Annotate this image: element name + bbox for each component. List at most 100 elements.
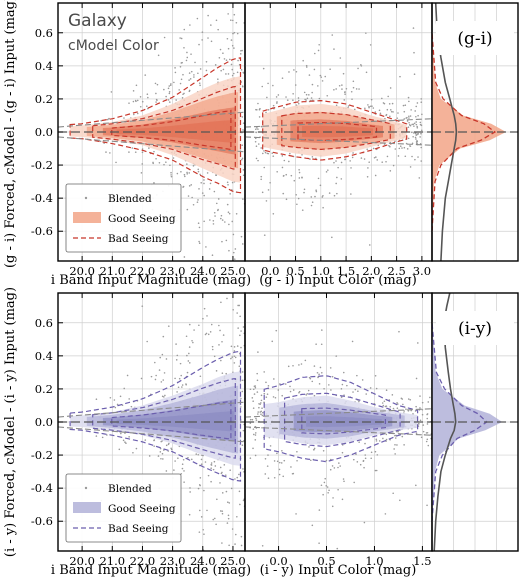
legend-label-bad-seeing: Bad Seeing [108, 523, 169, 535]
blended-point [170, 171, 172, 174]
blended-point [282, 475, 285, 478]
blended-point [186, 171, 188, 174]
blended-point [159, 451, 162, 453]
blended-point [421, 413, 424, 416]
blended-point [124, 441, 126, 443]
blended-point [387, 95, 389, 98]
blended-point [218, 344, 220, 346]
blended-point [230, 39, 233, 41]
blended-point [389, 115, 391, 118]
blended-point [241, 379, 244, 382]
blended-point [266, 465, 269, 467]
blended-point [161, 395, 164, 398]
blended-point [254, 128, 257, 131]
blended-point [260, 147, 263, 149]
blended-point [285, 198, 288, 201]
blended-point [335, 355, 338, 357]
blended-point [223, 58, 226, 60]
blended-point [238, 290, 240, 292]
blended-point [315, 189, 317, 192]
blended-point [408, 121, 410, 124]
blended-point [298, 390, 301, 393]
blended-point [265, 396, 268, 398]
blended-point [181, 384, 184, 386]
blended-point [298, 364, 300, 366]
y-axis-title: (g - i) Forced, cModel - (g - i) Input (… [3, 0, 18, 268]
blended-point [221, 471, 223, 474]
blended-point [266, 393, 269, 395]
blended-point [242, 72, 245, 74]
y-tick-label: -0.6 [31, 224, 53, 238]
blended-point [187, 360, 190, 362]
blended-point [241, 371, 244, 373]
blended-point [228, 544, 230, 547]
blended-point [155, 98, 158, 101]
blended-point [217, 198, 220, 200]
blended-point [146, 93, 149, 96]
blended-point [325, 171, 328, 173]
blended-point [273, 378, 275, 380]
blended-point [158, 1, 160, 3]
blended-point [175, 99, 177, 101]
blended-point [210, 40, 213, 43]
blended-point [198, 226, 201, 229]
blended-point [313, 68, 316, 71]
blended-point [365, 393, 368, 395]
x-axis-title: i Band Input Magnitude (mag) [51, 273, 251, 288]
blended-point [352, 152, 354, 154]
blended-point [141, 100, 144, 103]
blended-point [231, 220, 234, 223]
blended-point [226, 37, 229, 40]
blended-point [198, 242, 201, 245]
blended-point [416, 102, 419, 104]
blended-point [209, 182, 212, 185]
blended-point [184, 175, 186, 178]
blended-point [224, 474, 227, 476]
blended-point [100, 119, 103, 122]
blended-point [217, 78, 219, 80]
blended-point [240, 330, 242, 332]
blended-point [358, 441, 360, 443]
blended-point [180, 374, 183, 377]
blended-point [241, 243, 244, 245]
blended-point [318, 97, 321, 100]
blended-point [160, 457, 162, 460]
blended-point [206, 315, 208, 317]
blended-point [235, 212, 238, 215]
blended-point [370, 457, 373, 460]
blended-point [223, 464, 226, 466]
blended-point [289, 152, 291, 155]
x-tick-label: 20.0 [69, 264, 95, 278]
blended-point [233, 346, 236, 348]
blended-point [328, 192, 331, 194]
blended-point [232, 19, 234, 22]
x-tick-label: 1.0 [312, 264, 330, 278]
blended-point [399, 499, 401, 502]
blended-point [176, 172, 179, 175]
blended-point [422, 430, 425, 433]
bad-seeing-contour [297, 122, 378, 141]
blended-point [199, 477, 202, 479]
blended-point [140, 377, 143, 380]
trend-line [245, 408, 432, 418]
blended-point [233, 258, 236, 260]
blended-point [226, 522, 229, 524]
x-tick-label: 2.0 [362, 264, 380, 278]
blended-point [267, 477, 270, 479]
panel-bottom-right: (i-y) [431, 292, 519, 552]
blended-point [412, 123, 415, 126]
blended-point [168, 101, 171, 103]
blended-point [179, 362, 182, 365]
blended-point [214, 465, 217, 467]
blended-point [351, 340, 354, 343]
blended-point [420, 160, 422, 162]
blended-point [398, 330, 400, 333]
blended-point [160, 440, 163, 443]
blended-point [163, 36, 166, 39]
blended-point [252, 447, 254, 450]
blended-point [131, 147, 134, 149]
panel-bottom-left: 20.0 21.0 22.0 23.0 24.0 25.0 0.6 0.4 0.2 0.0 -0.2… [31, 290, 246, 568]
blended-point [368, 161, 370, 163]
blended-point [179, 82, 182, 85]
blended-point [207, 333, 210, 336]
